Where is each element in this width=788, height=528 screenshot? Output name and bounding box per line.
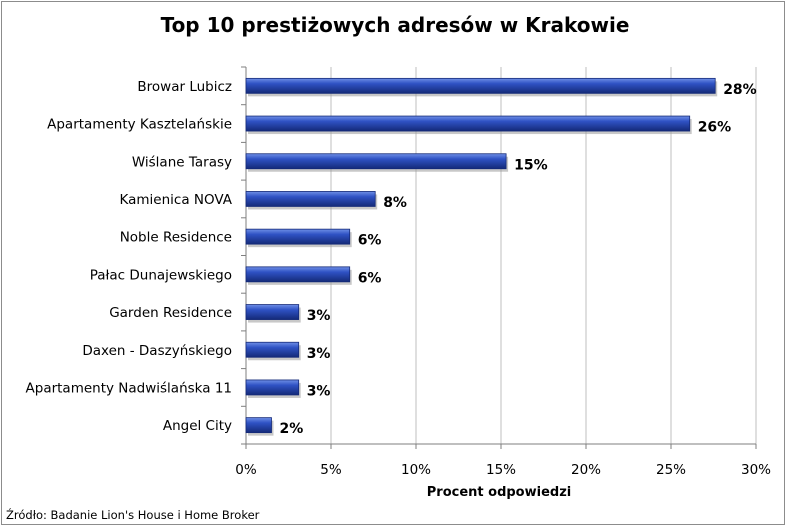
category-label: Wiślane Tarasy — [132, 154, 232, 170]
data-label: 3% — [307, 346, 331, 362]
data-label: 8% — [383, 195, 407, 211]
category-label: Pałac Dunajewskiego — [90, 267, 232, 283]
data-label: 28% — [723, 82, 757, 98]
bar — [245, 115, 691, 132]
x-tick-label: 0% — [235, 462, 257, 478]
category-label: Browar Lubicz — [137, 79, 232, 95]
data-label: 3% — [307, 308, 331, 324]
bar — [245, 153, 507, 170]
bar — [245, 304, 300, 320]
chart-title: Top 10 prestiżowych adresów w Krakowie — [161, 13, 630, 37]
data-label: 15% — [514, 157, 548, 173]
x-tick-label: 30% — [741, 462, 771, 478]
data-label: 26% — [698, 120, 732, 136]
category-label: Kamienica NOVA — [120, 192, 233, 208]
data-label: 6% — [358, 270, 382, 286]
x-tick-label: 10% — [401, 462, 431, 478]
category-label: Angel City — [163, 418, 232, 434]
bar — [245, 266, 351, 283]
data-label: 2% — [280, 421, 304, 437]
category-labels: Browar Lubicz Apartamenty Kasztelańskie Wi… — [26, 79, 233, 434]
source-note: Źródło: Badanie Lion's House i Home Brok… — [6, 508, 260, 522]
category-label: Apartamenty Kasztelańskie — [47, 117, 232, 133]
data-label: 3% — [307, 383, 331, 399]
category-label: Noble Residence — [120, 230, 232, 246]
x-tick-label: 20% — [571, 462, 601, 478]
bar — [245, 228, 351, 245]
bar — [245, 417, 272, 434]
data-labels: 28% 26% 15% 8% 6% 6% 3% 3% 3% 2% — [280, 82, 757, 437]
category-label: Garden Residence — [109, 305, 232, 321]
x-tick-label: 15% — [486, 462, 516, 478]
x-axis-title: Procent odpowiedzi — [427, 485, 571, 500]
bar — [245, 77, 716, 94]
x-tick-label: 5% — [320, 462, 342, 478]
data-label: 6% — [358, 233, 382, 249]
category-label: Daxen - Daszyńskiego — [82, 343, 232, 359]
x-axis-ticks: 0% 5% 10% 15% 20% 25% 30% — [235, 462, 771, 478]
bar — [245, 341, 300, 358]
category-label: Apartamenty Nadwiślańska 11 — [26, 380, 232, 396]
x-tick-label: 25% — [656, 462, 686, 478]
bar — [245, 379, 300, 396]
bar — [245, 191, 376, 207]
bars — [245, 77, 718, 436]
